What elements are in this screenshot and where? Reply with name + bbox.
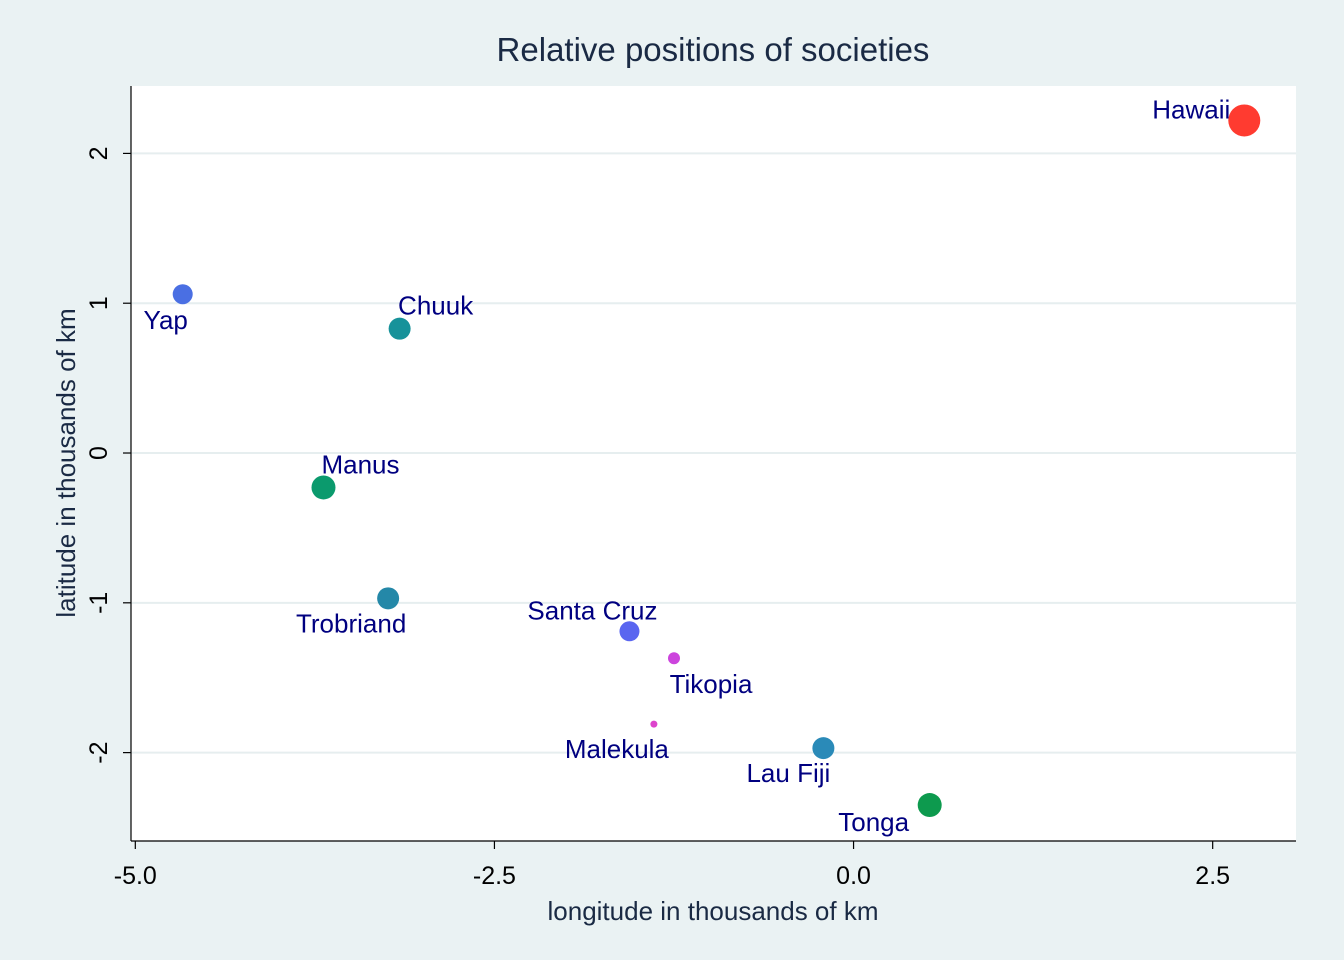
y-tick-label: 1: [85, 296, 113, 310]
label-yap: Yap: [144, 305, 188, 335]
point-tonga: [917, 793, 942, 818]
axes: [130, 86, 1296, 842]
point-tikopia: [667, 652, 680, 665]
y-tick-label: -2: [85, 741, 113, 763]
label-tikopia: Tikopia: [670, 669, 753, 699]
x-tick-label: -2.5: [473, 862, 516, 890]
grid-lines: [131, 152, 1296, 754]
point-trobriand: [377, 587, 400, 610]
y-tick-label: -1: [85, 592, 113, 614]
y-axis-label: latitude in thousands of km: [51, 308, 81, 617]
point-labels: Hawaii Yap Chuuk Manus Trobriand Santa Cruz Ti…: [144, 94, 1231, 837]
y-tick-label: 2: [85, 146, 113, 160]
label-trobriand: Trobriand: [296, 608, 406, 638]
point-yap: [172, 284, 193, 305]
label-chuuk: Chuuk: [398, 291, 474, 321]
data-points: [172, 104, 1261, 818]
label-santa-cruz: Santa Cruz: [527, 595, 657, 625]
y-tick-label: 0: [85, 446, 113, 460]
point-hawaii: [1228, 104, 1261, 137]
x-ticks: -5.0 -2.5 0.0 2.5: [114, 841, 1230, 890]
label-hawaii: Hawaii: [1152, 94, 1230, 124]
label-malekula: Malekula: [565, 734, 670, 764]
x-axis-label: longitude in thousands of km: [548, 896, 879, 926]
plot-area: [131, 86, 1296, 841]
point-manus: [311, 475, 336, 500]
label-tonga: Tonga: [838, 807, 909, 837]
x-tick-label: -5.0: [114, 862, 157, 890]
point-malekula: [650, 720, 658, 728]
point-lau-fiji: [812, 737, 835, 760]
label-manus: Manus: [321, 449, 399, 479]
x-tick-label: 2.5: [1195, 862, 1230, 890]
y-ticks: -2 -1 0 1 2: [85, 146, 131, 764]
point-santa-cruz: [619, 621, 640, 642]
x-tick-label: 0.0: [836, 862, 871, 890]
point-chuuk: [388, 317, 411, 340]
chart-title: Relative positions of societies: [497, 31, 930, 68]
label-lau-fiji: Lau Fiji: [746, 758, 830, 788]
